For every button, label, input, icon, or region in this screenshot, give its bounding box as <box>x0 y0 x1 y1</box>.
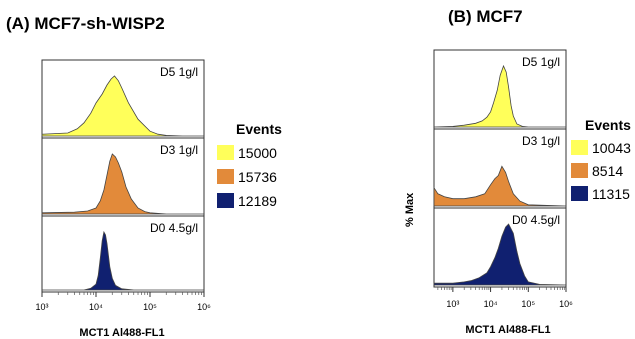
figure-a-legend-title: Events <box>236 121 282 137</box>
figure-a: (A) MCF7-sh-WISP2 D5 1g/l D3 1g/l D0 4.5g/… <box>6 14 282 339</box>
figure-a-panel-label-d0: D0 4.5g/l <box>150 221 198 235</box>
figure-a-x-tick-label: 10⁴ <box>89 302 103 312</box>
figure-b-legend: Events 10043 8514 11315 <box>571 117 631 202</box>
figure-a-legend: Events 15000 15736 12189 <box>217 121 282 209</box>
figure-a-legend-label-d5: 15000 <box>238 145 277 161</box>
figure-a-histogram-d5 <box>41 75 204 137</box>
figure-b-legend-label-d0: 11315 <box>592 186 630 202</box>
figure-b-legend-label-d5: 10043 <box>592 140 631 156</box>
figure-b-legend-title: Events <box>585 117 631 133</box>
figure-a-panel-label-d3: D3 1g/l <box>160 143 198 157</box>
figure-a-x-tick-label: 10⁵ <box>143 302 157 312</box>
figure-b-histogram-d0 <box>433 223 567 286</box>
figure-b-panel-label-d3: D3 1g/l <box>522 134 560 148</box>
figure-a-plot: D5 1g/l D3 1g/l D0 4.5g/l <box>41 59 205 293</box>
figure-b-panel-label-d5: D5 1g/l <box>522 55 560 69</box>
figure-a-histogram-d3 <box>41 153 204 215</box>
figure-a-legend-label-d0: 12189 <box>238 193 277 209</box>
figure-b-histogram-d3 <box>433 165 567 207</box>
figure-b-x-ticks: 10³ 10⁴ 10⁵ 10⁶ <box>437 287 573 309</box>
figure-a-x-ticks: 10³ 10⁴ 10⁵ 10⁶ <box>35 292 211 312</box>
figure-b-legend-swatch-d3 <box>571 163 588 178</box>
figure-a-histogram-d0 <box>42 230 204 291</box>
figure-b-legend-swatch-d0 <box>571 186 588 201</box>
figure-b-histogram-d5 <box>433 64 566 128</box>
figure-b-legend-swatch-d5 <box>571 140 588 155</box>
figure-a-legend-swatch-d5 <box>217 145 234 160</box>
figure-b-plot: D5 1g/l D3 1g/l D0 4.5g/l <box>433 49 567 288</box>
figure-b-x-tick-label: 10³ <box>446 299 459 309</box>
figure-a-panel-label-d5: D5 1g/l <box>160 65 198 79</box>
figure-b-y-axis-label: % Max <box>404 192 416 227</box>
figure-a-x-tick-label: 10⁶ <box>197 302 211 312</box>
figure-a-panel-frame-d0 <box>41 215 205 293</box>
figure-a-legend-swatch-d3 <box>217 169 234 184</box>
figure-b-legend-label-d3: 8514 <box>592 163 623 179</box>
figure-b: (B) MCF7 D5 1g/lD3 1g/lD0 4.5g/l 10³ 10⁴ 1… <box>404 7 631 336</box>
figure-a-legend-swatch-d0 <box>217 193 234 208</box>
figure-a-legend-label-d3: 15736 <box>238 169 277 185</box>
figure-b-title: (B) MCF7 <box>448 7 523 26</box>
figure-b-x-tick-label: 10⁴ <box>484 299 498 309</box>
figure-b-x-tick-label: 10⁶ <box>559 299 573 309</box>
figure-a-x-axis-label: MCT1 Al488-FL1 <box>79 327 164 339</box>
figure-a-title: (A) MCF7-sh-WISP2 <box>6 14 165 33</box>
figure-b-panel-label-d0: D0 4.5g/l <box>512 213 560 227</box>
figure-b-x-axis-label: MCT1 Al488-FL1 <box>465 324 550 336</box>
figure-b-x-tick-label: 10⁵ <box>521 299 535 309</box>
figure-a-x-tick-label: 10³ <box>35 302 48 312</box>
